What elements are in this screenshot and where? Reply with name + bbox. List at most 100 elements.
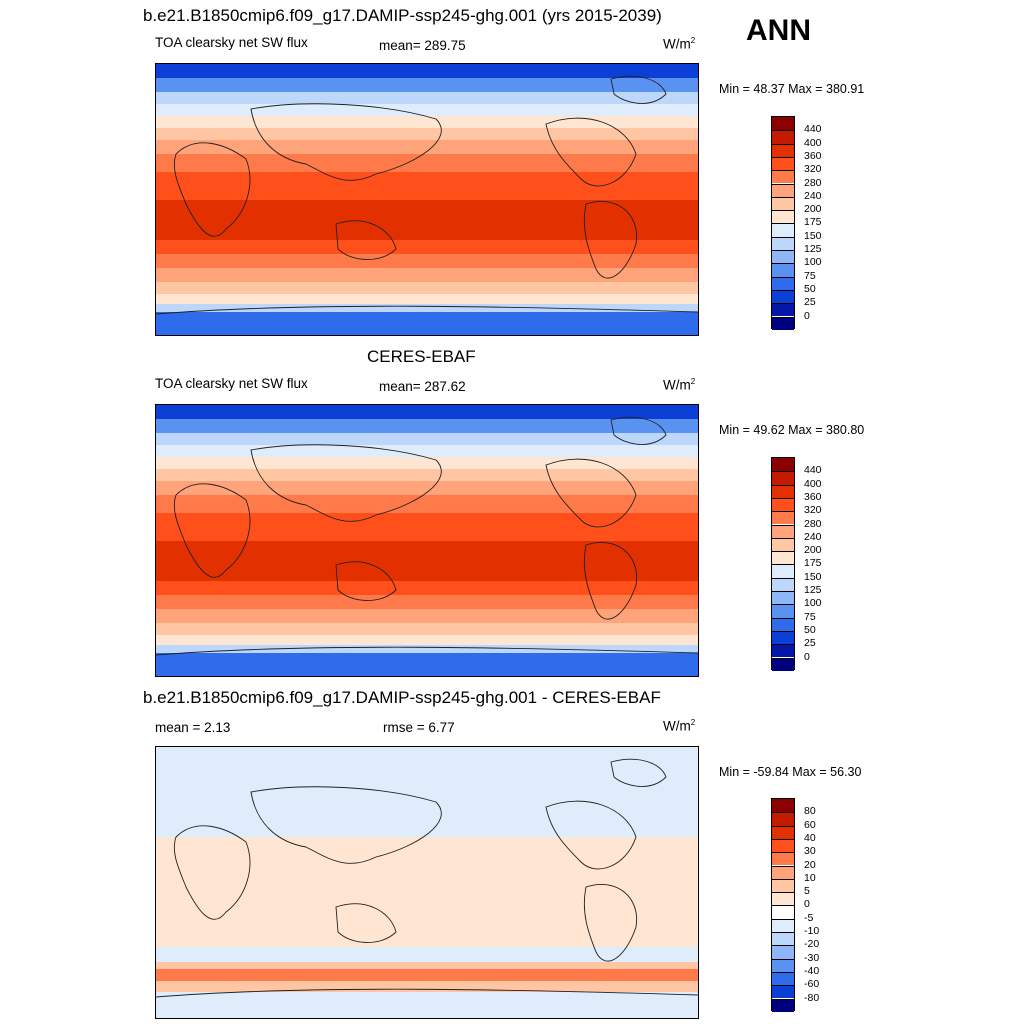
colorbar-swatch	[772, 183, 794, 197]
colorbar-box	[771, 457, 795, 671]
panel3-minmax: Min = -59.84 Max = 56.30	[719, 765, 862, 779]
colorbar-swatch	[772, 617, 794, 631]
colorbar-swatch	[772, 905, 794, 919]
colorbar-label: 280	[804, 176, 822, 189]
colorbar-label: -20	[804, 938, 820, 951]
colorbar-swatch	[772, 551, 794, 565]
colorbar-label: 10	[804, 871, 816, 884]
colorbar-swatch	[772, 971, 794, 986]
colorbar-swatch	[772, 630, 794, 645]
colorbar-label: 100	[804, 597, 822, 610]
colorbar-swatch	[772, 865, 794, 879]
colorbar-label: 25	[804, 637, 816, 650]
panel1-mean: mean= 289.75	[379, 38, 466, 53]
colorbar-swatch	[772, 838, 794, 853]
colorbar-swatch	[772, 484, 794, 498]
colorbar-label: 5	[804, 885, 810, 898]
panel1-units: W/m2	[663, 36, 696, 52]
colorbar-label: 40	[804, 831, 816, 844]
colorbar-label: 320	[804, 163, 822, 176]
colorbar-swatch	[772, 250, 794, 264]
panel2-map	[155, 404, 699, 677]
panel2-variable: TOA clearsky net SW flux	[155, 376, 308, 391]
colorbar-swatch	[772, 564, 794, 578]
colorbar-label: 175	[804, 216, 822, 229]
colorbar-swatch	[772, 143, 794, 157]
panel3-map	[155, 746, 699, 1019]
colorbar-swatch	[772, 156, 794, 171]
colorbar-swatch	[772, 812, 794, 826]
colorbar-swatch	[772, 852, 794, 866]
colorbar-swatch	[772, 458, 794, 472]
colorbar-swatch	[772, 591, 794, 605]
colorbar-swatch	[772, 210, 794, 224]
colorbar-label: 150	[804, 570, 822, 583]
colorbar-swatch	[772, 236, 794, 250]
colorbar-label: 75	[804, 610, 816, 623]
colorbar-label: -30	[804, 951, 820, 964]
colorbar-swatch	[772, 471, 794, 485]
colorbar-box	[771, 116, 795, 330]
colorbar-label: 50	[804, 282, 816, 295]
panel3-title: b.e21.B1850cmip6.f09_g17.DAMIP-ssp245-gh…	[143, 688, 661, 707]
colorbar-label: -5	[804, 911, 814, 924]
panel1-minmax: Min = 48.37 Max = 380.91	[719, 82, 865, 96]
colorbar-swatch	[772, 316, 794, 330]
colorbar-label: 175	[804, 557, 822, 570]
colorbar-label: 360	[804, 490, 822, 503]
colorbar-label: 150	[804, 229, 822, 242]
colorbar-swatch	[772, 196, 794, 211]
colorbar-label: 0	[804, 309, 810, 322]
colorbar-label: 100	[804, 256, 822, 269]
panel1-title: b.e21.B1850cmip6.f09_g17.DAMIP-ssp245-gh…	[143, 6, 662, 25]
colorbar-label: 75	[804, 269, 816, 282]
colorbar-swatch	[772, 945, 794, 959]
panel2-minmax: Min = 49.62 Max = 380.80	[719, 423, 865, 437]
colorbar-swatch	[772, 511, 794, 525]
colorbar-label: 400	[804, 136, 822, 149]
colorbar-label: 200	[804, 203, 822, 216]
colorbar-swatch	[772, 878, 794, 893]
colorbar-swatch	[772, 263, 794, 277]
colorbar-label: 320	[804, 504, 822, 517]
colorbar-box	[771, 798, 795, 1012]
colorbar-swatch	[772, 497, 794, 512]
panel2-mean: mean= 287.62	[379, 379, 466, 394]
colorbar-swatch	[772, 644, 794, 658]
colorbar-swatch	[772, 524, 794, 538]
colorbar-swatch	[772, 223, 794, 237]
colorbar-swatch	[772, 276, 794, 290]
panel3-mean: mean = 2.13	[155, 720, 231, 735]
panel3-map-field	[156, 747, 698, 1018]
colorbar-swatch	[772, 998, 794, 1012]
colorbar-label: 440	[804, 464, 822, 477]
colorbar-label: 25	[804, 296, 816, 309]
colorbar-label: 280	[804, 517, 822, 530]
colorbar-label: 440	[804, 123, 822, 136]
colorbar-label: 80	[804, 805, 816, 818]
colorbar-swatch	[772, 985, 794, 999]
season-label: ANN	[746, 14, 811, 47]
colorbar-swatch	[772, 289, 794, 304]
colorbar-swatch	[772, 130, 794, 144]
colorbar-label: 0	[804, 650, 810, 663]
colorbar-label: 50	[804, 623, 816, 636]
colorbar-swatch	[772, 958, 794, 972]
colorbar-swatch	[772, 303, 794, 317]
colorbar-swatch	[772, 170, 794, 184]
panel1-map-field	[156, 64, 698, 335]
colorbar-swatch	[772, 825, 794, 839]
colorbar-label: 60	[804, 818, 816, 831]
colorbar-label: 240	[804, 189, 822, 202]
colorbar-label: 30	[804, 845, 816, 858]
colorbar-label: 400	[804, 477, 822, 490]
colorbar-swatch	[772, 799, 794, 813]
colorbar-swatch	[772, 537, 794, 552]
colorbar-label: 125	[804, 243, 822, 255]
colorbar-swatch	[772, 117, 794, 131]
panel2-map-field	[156, 405, 698, 676]
panel3-units: W/m2	[663, 718, 696, 734]
colorbar-swatch	[772, 577, 794, 591]
colorbar-label: 20	[804, 858, 816, 871]
colorbar-label: -60	[804, 978, 820, 991]
